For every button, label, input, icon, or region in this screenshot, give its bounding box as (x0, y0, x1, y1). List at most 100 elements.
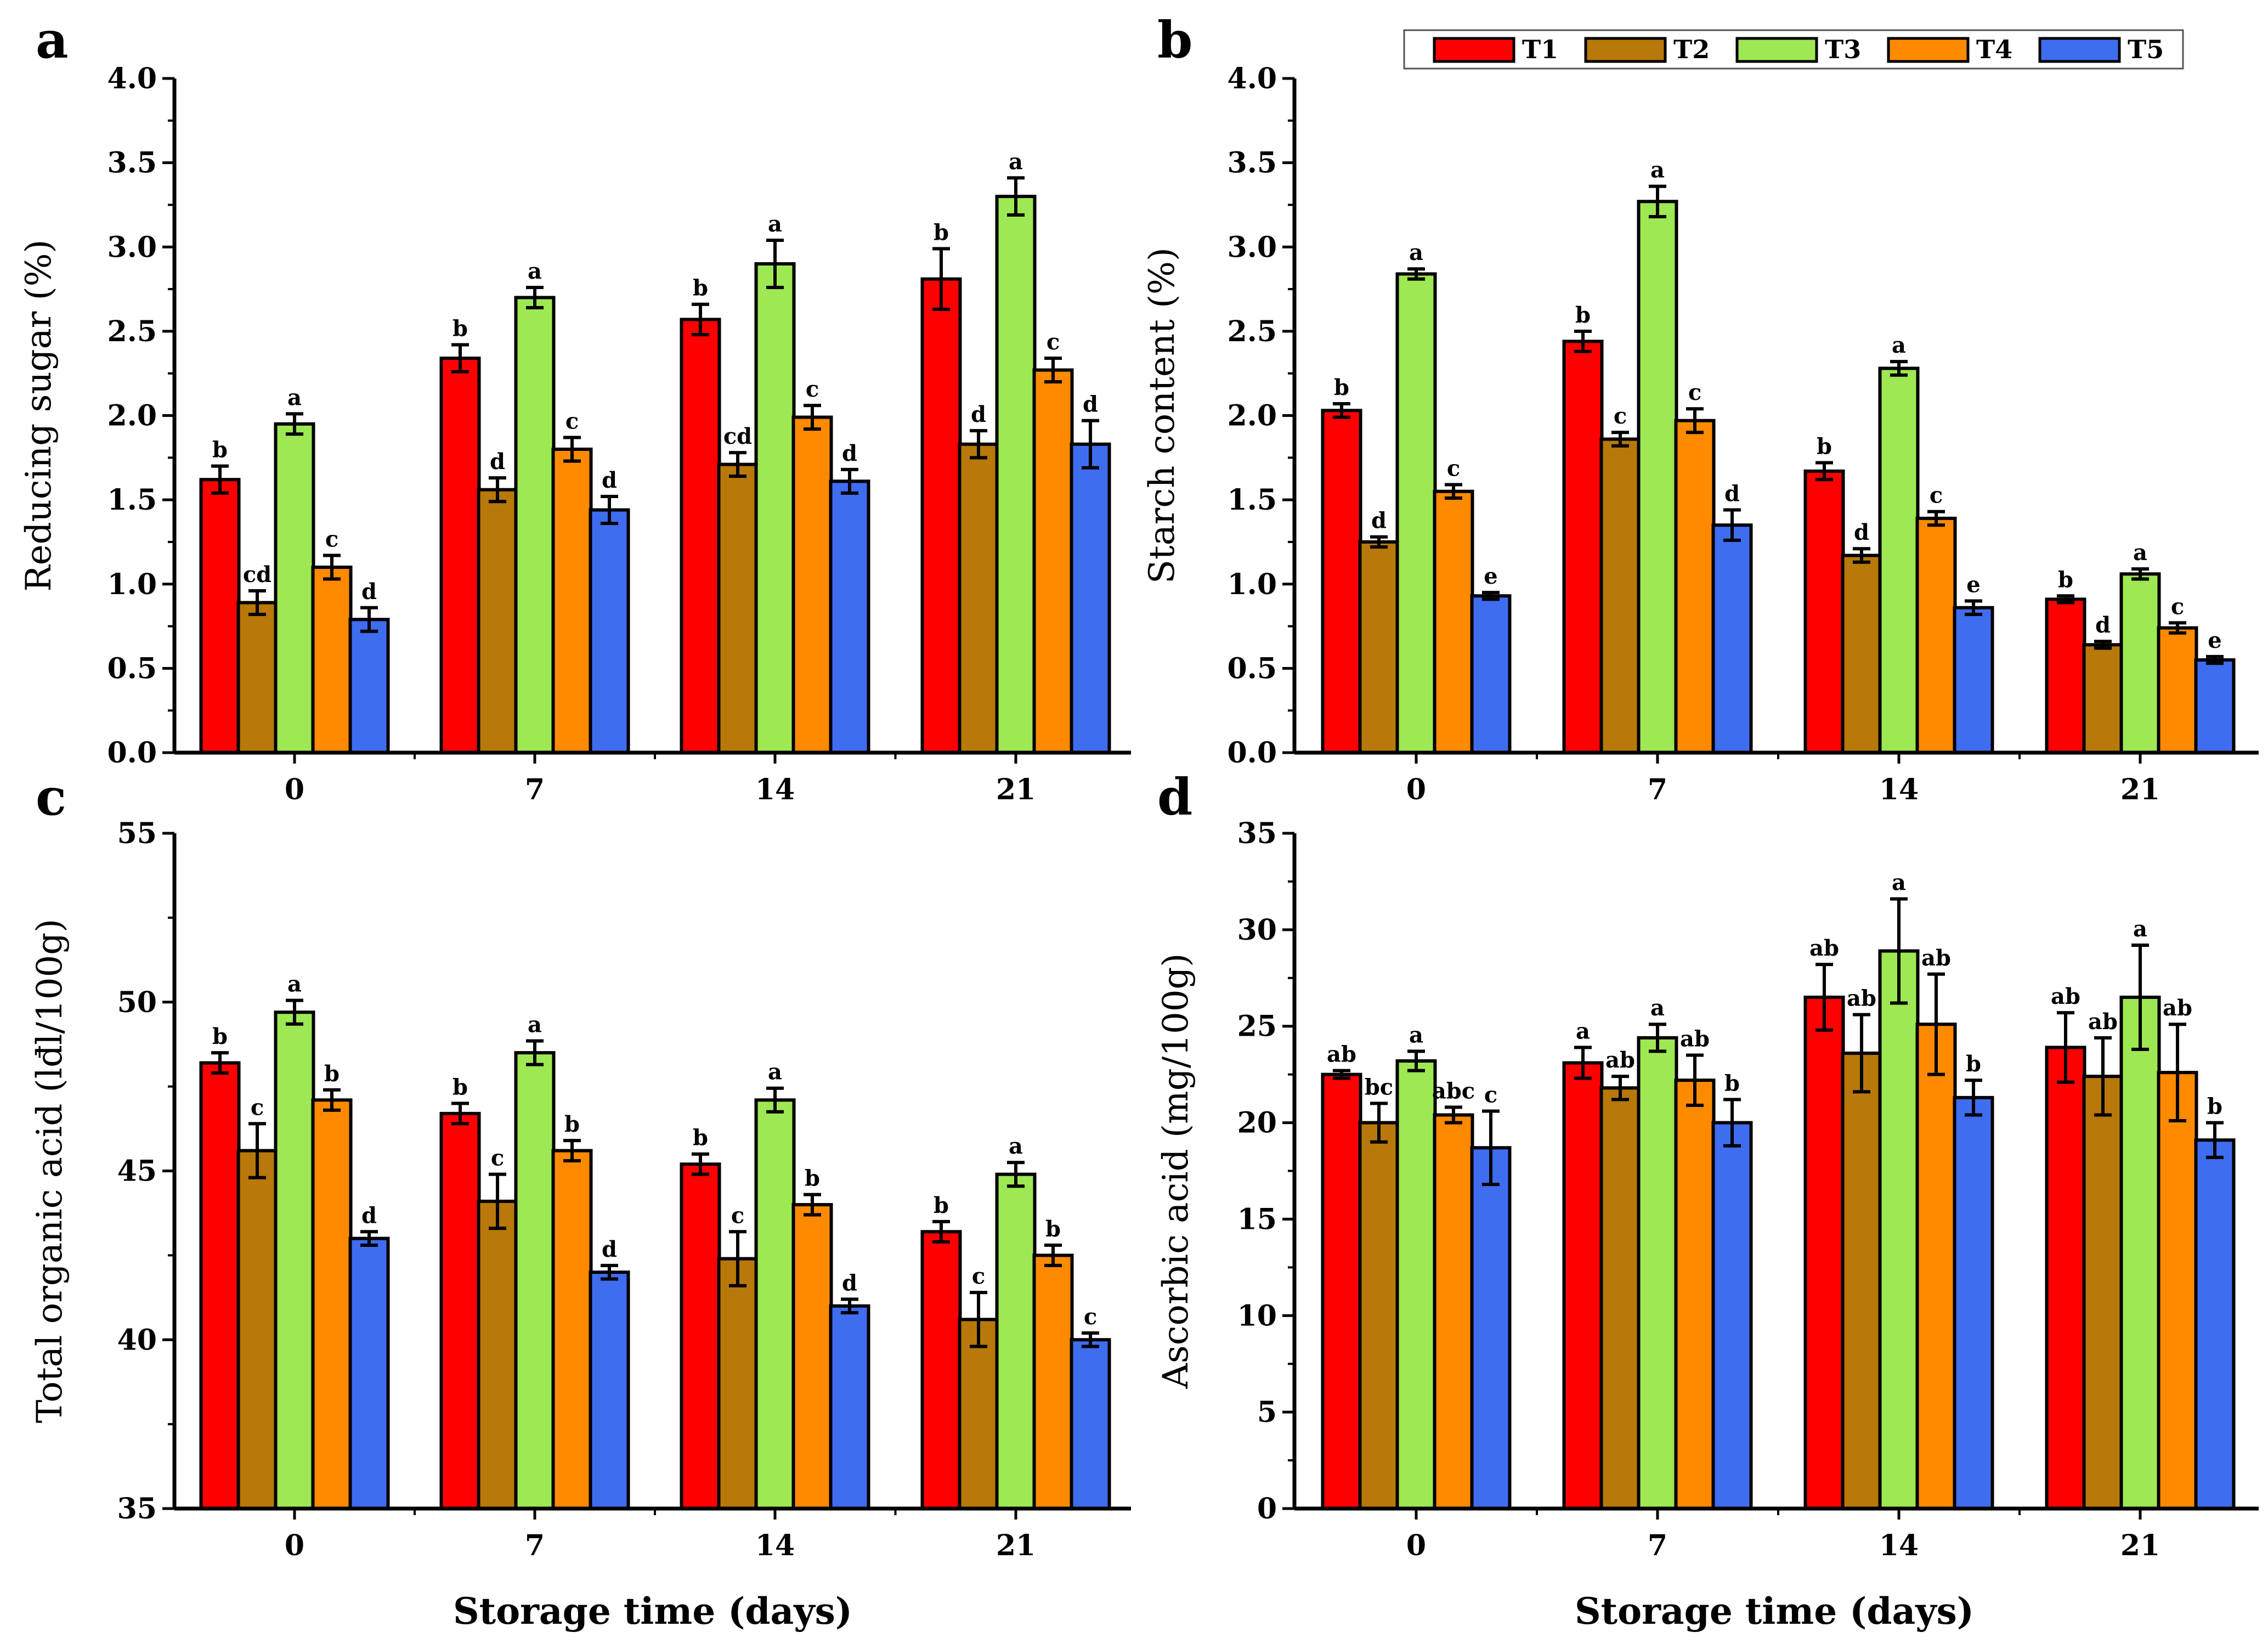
bar-T3 (1395, 272, 1437, 755)
significance-letter: c (972, 1263, 985, 1289)
legend-swatch-T5 (2038, 37, 2121, 63)
y-tick-label: 25 (1237, 1010, 1277, 1043)
significance-letter: b (2058, 567, 2073, 592)
significance-letter: a (2133, 540, 2147, 566)
bar-T1 (199, 1061, 241, 1511)
bar-T4 (1674, 419, 1716, 754)
bar-T2 (1599, 1086, 1641, 1510)
significance-letter: b (1575, 302, 1591, 328)
bar-T4 (2157, 626, 2198, 755)
significance-letter: a (1650, 995, 1665, 1021)
y-tick-label: 1.5 (108, 483, 157, 517)
significance-letter: ab (2088, 1009, 2118, 1035)
significance-letter: ab (1680, 1026, 1710, 1052)
significance-letter: b (1045, 1216, 1061, 1242)
significance-letter: c (325, 527, 338, 552)
bar-T4 (311, 1098, 353, 1510)
bar-T1 (1803, 469, 1845, 754)
bar-T3 (514, 1051, 556, 1510)
legend-swatch-T3 (1735, 37, 1818, 63)
x-tick-label: 7 (1648, 1529, 1667, 1562)
significance-letter: b (212, 1024, 228, 1049)
y-tick-label: 5 (1257, 1396, 1277, 1429)
significance-letter: c (731, 1202, 744, 1228)
x-tick-label: 0 (285, 1529, 304, 1562)
y-tick-label: 2.5 (108, 315, 157, 348)
bar-T3 (1637, 200, 1678, 755)
bar-T5 (1470, 1146, 1512, 1510)
bar-T2 (1358, 1121, 1400, 1510)
bar-T5 (1070, 1338, 1111, 1510)
y-axis-title: Total organic acid (lđl/100g) (30, 919, 70, 1423)
bar-T5 (589, 1270, 630, 1510)
bar-T5 (589, 508, 630, 754)
significance-letter: a (528, 1012, 542, 1038)
significance-letter: a (1409, 240, 1423, 266)
significance-letter: ab (2051, 984, 2080, 1009)
x-tick-label: 14 (1879, 773, 1919, 806)
bar-T1 (2045, 597, 2086, 754)
y-tick-label: 2.0 (1228, 399, 1277, 433)
significance-letter: d (971, 402, 986, 427)
bar-T5 (1953, 606, 1994, 754)
significance-letter: c (491, 1145, 504, 1171)
bar-T3 (995, 1172, 1037, 1510)
y-tick-label: 3.5 (108, 146, 157, 180)
significance-letter: b (934, 1193, 949, 1218)
bar-T1 (920, 277, 962, 754)
significance-letter: b (934, 219, 949, 245)
bar-T2 (1358, 540, 1400, 754)
bar-T3 (754, 262, 796, 755)
significance-letter: a (528, 258, 542, 284)
y-tick-label: 4.0 (1228, 62, 1277, 95)
bar-T2 (236, 601, 278, 754)
bar-T3 (274, 422, 315, 754)
significance-letter: b (212, 437, 228, 463)
panel-a: a 0.0 0.5 1.0 1.5 2.0 2.5 3.0 3.5 4.0 Reducing sug… (19, 10, 1131, 806)
x-tick-label: 7 (525, 1529, 545, 1562)
y-tick-label: 55 (117, 817, 157, 850)
bar-T1 (199, 478, 241, 754)
significance-letter: d (361, 1202, 377, 1228)
significance-letter: d (490, 449, 505, 475)
y-tick-label: 4.0 (108, 62, 157, 95)
x-tick-label: 0 (285, 773, 304, 806)
significance-letter: d (602, 1236, 617, 1262)
bar-T1 (1321, 1072, 1362, 1510)
x-axis-title-left: Storage time (days) (453, 1590, 852, 1633)
bar-T4 (2157, 1071, 2198, 1510)
significance-letter: a (1892, 332, 1906, 358)
significance-letter: b (1334, 375, 1349, 400)
panel-letter: d (1157, 767, 1192, 827)
y-tick-label: 40 (117, 1323, 157, 1357)
significance-letter: a (768, 1059, 782, 1085)
significance-letter: d (1083, 392, 1098, 417)
significance-letter: a (1009, 149, 1023, 174)
bar-T2 (1841, 554, 1882, 755)
significance-letter: c (1084, 1304, 1097, 1330)
y-tick-label: 3.5 (1228, 146, 1277, 180)
significance-letter: b (453, 315, 468, 341)
significance-letter: b (564, 1111, 580, 1137)
bar-T1 (1562, 1061, 1604, 1511)
y-tick-label: 0.5 (1228, 652, 1277, 685)
legend-swatch-T4 (1887, 37, 1970, 63)
bar-T3 (1878, 949, 1920, 1510)
bar-T5 (348, 1236, 390, 1511)
significance-letter: d (602, 467, 617, 493)
bar-T4 (791, 1203, 833, 1511)
significance-letter: a (1892, 870, 1906, 896)
panel-b: b 0.0 0.5 1.0 1.5 2.0 2.5 3.0 3.5 4.0 Starch conte… (1142, 10, 2259, 806)
significance-letter: c (1484, 1082, 1497, 1108)
legend-swatch-T2 (1584, 37, 1667, 63)
x-tick-label: 0 (1406, 773, 1426, 806)
significance-letter: c (1447, 455, 1460, 481)
bar-T2 (2082, 643, 2124, 754)
panel-letter: c (36, 767, 66, 827)
significance-letter: c (565, 408, 579, 434)
significance-letter: c (1047, 329, 1060, 355)
significance-letter: a (1650, 157, 1665, 183)
bar-T4 (1674, 1078, 1716, 1511)
y-tick-label: 0 (1257, 1492, 1277, 1526)
